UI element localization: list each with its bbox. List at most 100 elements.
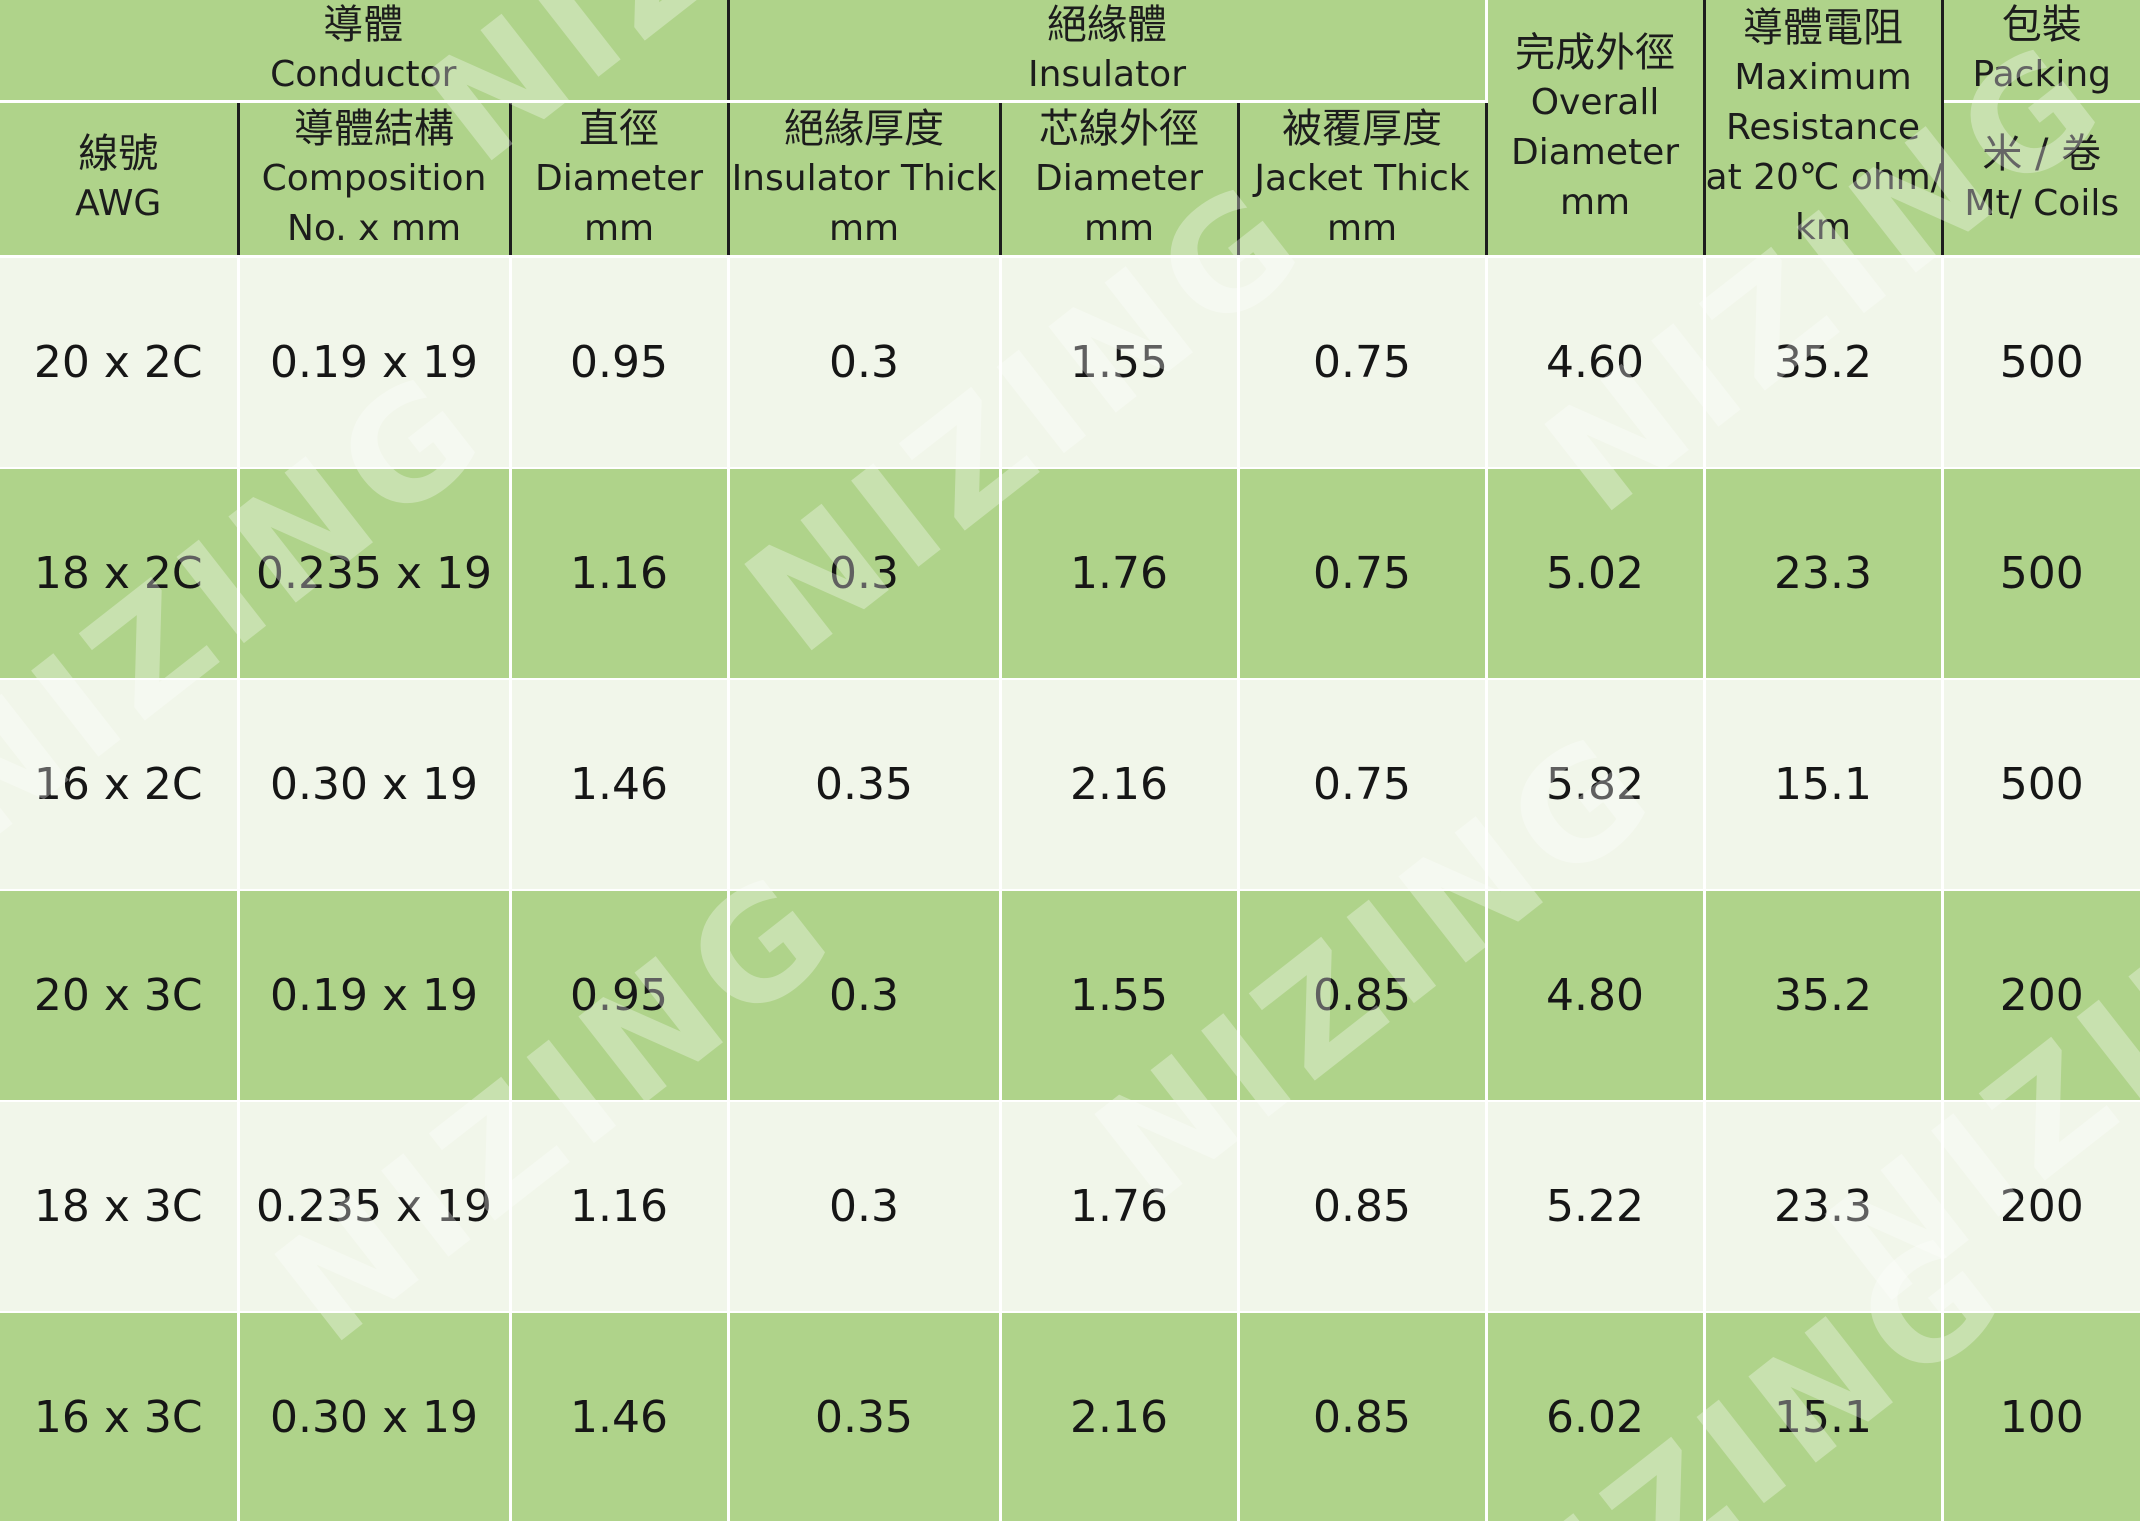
diameter-cell: 1.46 <box>510 1311 730 1521</box>
table-row: 16 x 2C 0.30 x 19 1.46 0.35 2.16 0.75 5.… <box>0 678 2140 891</box>
overall-diameter-cell: 5.02 <box>1486 467 1706 680</box>
insulator-thick-cell: 0.35 <box>728 678 1002 891</box>
diameter-cell: 0.95 <box>510 256 730 469</box>
resistance-en1: Maximum <box>1734 56 1912 98</box>
insulator-group-en: Insulator <box>1028 54 1187 95</box>
composition-cell: 0.19 x 19 <box>238 256 512 469</box>
diameter-header: 直徑 Diameter mm <box>510 101 730 258</box>
resistance-cell: 35.2 <box>1704 889 1944 1102</box>
table-row: 20 x 3C 0.19 x 19 0.95 0.3 1.55 0.85 4.8… <box>0 889 2140 1102</box>
core-diameter-cell: 1.76 <box>1000 467 1240 680</box>
insulator-thick-en1: Insulator Thick <box>731 158 997 199</box>
packing-unit-zh: 米 / 卷 <box>1982 131 2102 177</box>
core-diameter-cell: 1.55 <box>1000 256 1240 469</box>
awg-zh: 線號 <box>78 131 159 177</box>
jacket-thick-cell: 0.75 <box>1238 678 1488 891</box>
resistance-cell: 15.1 <box>1704 1311 1944 1521</box>
composition-cell: 0.30 x 19 <box>238 678 512 891</box>
insulator-thick-cell: 0.35 <box>728 1311 1002 1521</box>
diameter-cell: 1.46 <box>510 678 730 891</box>
core-diameter-unit: mm <box>1083 208 1155 249</box>
diameter-en1: Diameter <box>534 158 704 199</box>
overall-diameter-cell: 4.60 <box>1486 256 1706 469</box>
insulator-thick-zh: 絕緣厚度 <box>784 106 945 152</box>
composition-cell: 0.30 x 19 <box>238 1311 512 1521</box>
resistance-en3: at 20℃ ohm/ <box>1705 156 1943 198</box>
insulator-group-zh: 絕緣體 <box>1047 2 1168 48</box>
table-row: 18 x 2C 0.235 x 19 1.16 0.3 1.76 0.75 5.… <box>0 467 2140 680</box>
core-diameter-en1: Diameter <box>1034 158 1204 199</box>
table-row: 20 x 2C 0.19 x 19 0.95 0.3 1.55 0.75 4.6… <box>0 256 2140 469</box>
table-body: 20 x 2C 0.19 x 19 0.95 0.3 1.55 0.75 4.6… <box>0 256 2140 1521</box>
overall-diameter-en2: Diameter <box>1510 131 1680 173</box>
jacket-thick-header: 被覆厚度 Jacket Thick mm <box>1238 101 1488 258</box>
packing-cell: 100 <box>1942 1311 2140 1521</box>
awg-header: 線號 AWG <box>0 101 240 258</box>
insulator-thick-cell: 0.3 <box>728 889 1002 1102</box>
composition-en1: Composition <box>261 158 487 199</box>
conductor-group-en: Conductor <box>270 54 457 95</box>
insulator-thick-unit: mm <box>828 208 900 249</box>
resistance-unit: km <box>1795 206 1851 248</box>
packing-group-header: 包裝 Packing <box>1942 0 2140 103</box>
composition-cell: 0.235 x 19 <box>238 1100 512 1313</box>
awg-cell: 16 x 2C <box>0 678 240 891</box>
awg-cell: 20 x 2C <box>0 256 240 469</box>
diameter-cell: 1.16 <box>510 467 730 680</box>
insulator-thick-cell: 0.3 <box>728 467 1002 680</box>
packing-cell: 200 <box>1942 889 2140 1102</box>
composition-cell: 0.235 x 19 <box>238 467 512 680</box>
overall-diameter-cell: 4.80 <box>1486 889 1706 1102</box>
packing-unit-en: Mt/ Coils <box>1964 183 2120 224</box>
conductor-group-header: 導體 Conductor <box>0 0 730 103</box>
overall-diameter-cell: 6.02 <box>1486 1311 1706 1521</box>
overall-diameter-zh: 完成外徑 <box>1515 29 1676 76</box>
table-header: 導體 Conductor 絕緣體 Insulator 完成外徑 Overall … <box>0 0 2140 258</box>
awg-cell: 20 x 3C <box>0 889 240 1102</box>
diameter-unit: mm <box>583 208 655 249</box>
insulator-thick-header: 絕緣厚度 Insulator Thick mm <box>728 101 1002 258</box>
resistance-header: 導體電阻 Maximum Resistance at 20℃ ohm/ km <box>1704 0 1944 258</box>
composition-header: 導體結構 Composition No. x mm <box>238 101 512 258</box>
resistance-cell: 35.2 <box>1704 256 1944 469</box>
jacket-thick-cell: 0.85 <box>1238 889 1488 1102</box>
jacket-thick-unit: mm <box>1326 208 1398 249</box>
diameter-zh: 直徑 <box>579 106 659 152</box>
resistance-zh: 導體電阻 <box>1743 4 1904 51</box>
awg-cell: 16 x 3C <box>0 1311 240 1521</box>
resistance-cell: 23.3 <box>1704 1100 1944 1313</box>
insulator-thick-cell: 0.3 <box>728 256 1002 469</box>
jacket-thick-cell: 0.75 <box>1238 256 1488 469</box>
overall-diameter-header: 完成外徑 Overall Diameter mm <box>1486 0 1706 258</box>
packing-cell: 500 <box>1942 467 2140 680</box>
core-diameter-header: 芯線外徑 Diameter mm <box>1000 101 1240 258</box>
diameter-cell: 0.95 <box>510 889 730 1102</box>
jacket-thick-cell: 0.75 <box>1238 467 1488 680</box>
table-row: 16 x 3C 0.30 x 19 1.46 0.35 2.16 0.85 6.… <box>0 1311 2140 1521</box>
jacket-thick-cell: 0.85 <box>1238 1100 1488 1313</box>
jacket-thick-cell: 0.85 <box>1238 1311 1488 1521</box>
packing-en: Packing <box>1972 54 2111 95</box>
core-diameter-zh: 芯線外徑 <box>1039 106 1200 152</box>
awg-cell: 18 x 2C <box>0 467 240 680</box>
resistance-cell: 15.1 <box>1704 678 1944 891</box>
composition-unit: No. x mm <box>286 208 462 249</box>
insulator-group-header: 絕緣體 Insulator <box>728 0 1488 103</box>
awg-cell: 18 x 3C <box>0 1100 240 1313</box>
packing-zh: 包裝 <box>2001 2 2082 48</box>
overall-diameter-cell: 5.82 <box>1486 678 1706 891</box>
core-diameter-cell: 2.16 <box>1000 678 1240 891</box>
overall-diameter-cell: 5.22 <box>1486 1100 1706 1313</box>
jacket-thick-zh: 被覆厚度 <box>1282 106 1443 152</box>
composition-zh: 導體結構 <box>294 106 454 152</box>
packing-unit-header: 米 / 卷 Mt/ Coils <box>1942 101 2140 258</box>
diameter-cell: 1.16 <box>510 1100 730 1313</box>
awg-en: AWG <box>75 183 162 224</box>
packing-cell: 500 <box>1942 256 2140 469</box>
overall-diameter-en1: Overall <box>1530 81 1660 123</box>
resistance-en2: Resistance <box>1726 106 1921 148</box>
core-diameter-cell: 2.16 <box>1000 1311 1240 1521</box>
resistance-cell: 23.3 <box>1704 467 1944 680</box>
insulator-thick-cell: 0.3 <box>728 1100 1002 1313</box>
